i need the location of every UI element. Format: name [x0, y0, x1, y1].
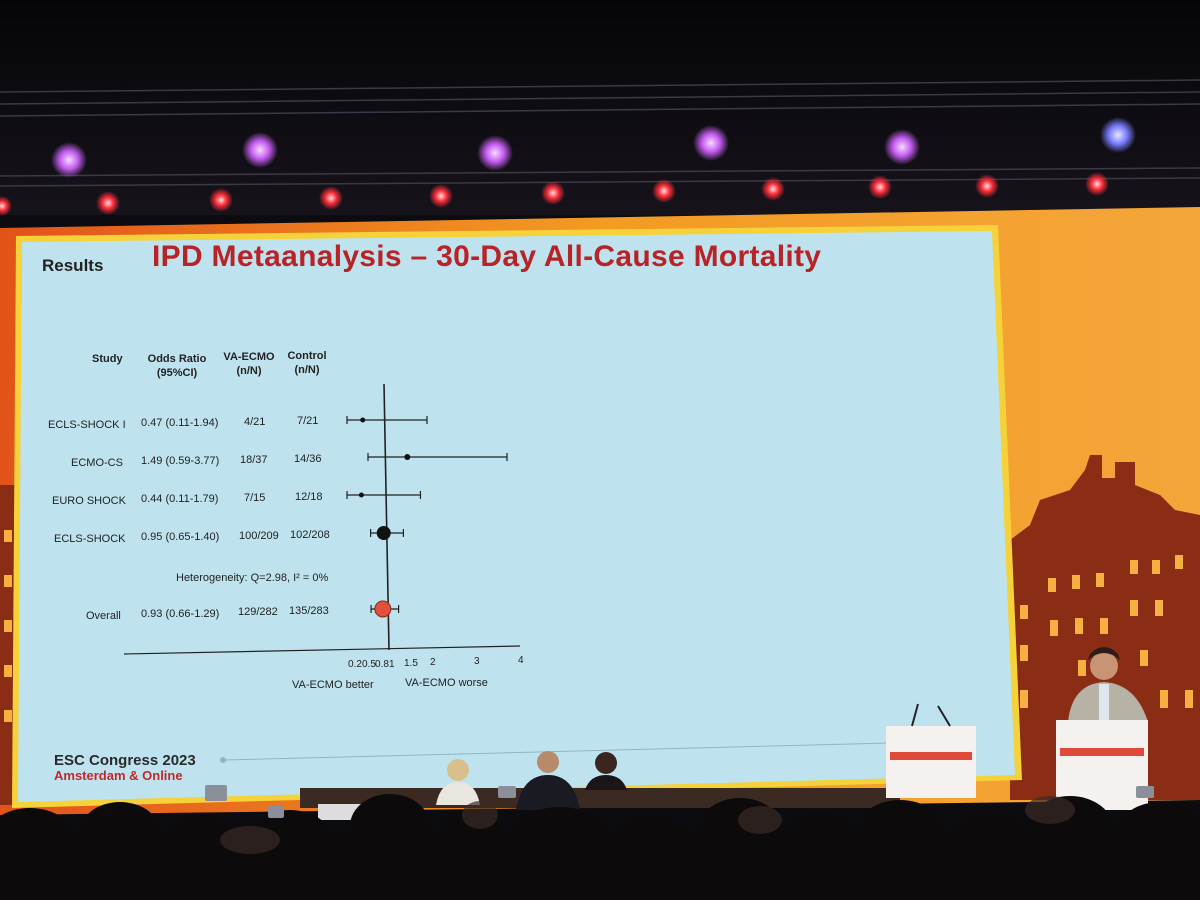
footer-congress-title: ESC Congress 2023	[54, 752, 196, 769]
direction-right-label: VA-ECMO worse	[405, 677, 488, 689]
col-header-va-ecmo-line1: VA-ECMO	[223, 351, 275, 363]
row-or: 0.44 (0.11-1.79)	[141, 493, 219, 505]
x-tick-label: 2	[430, 657, 436, 668]
row-va-ecmo: 100/209	[239, 530, 279, 542]
red-stage-lights	[0, 172, 1109, 216]
col-header-control-line1: Control	[287, 350, 327, 362]
row-va-ecmo: 18/37	[240, 454, 268, 466]
lighting-truss	[0, 79, 1200, 187]
col-header-va-ecmo: VA-ECMO (n/N)	[222, 350, 276, 378]
section-label: Results	[42, 256, 104, 275]
row-study: ECLS-SHOCK	[54, 533, 126, 545]
overall-point	[374, 600, 392, 618]
row-or: 1.49 (0.59-3.77)	[141, 455, 220, 467]
row-va-ecmo: 7/15	[244, 492, 266, 504]
x-tick-label: 0.5	[362, 659, 376, 670]
direction-left-label: VA-ECMO better	[292, 679, 374, 691]
row-study: ECMO-CS	[71, 457, 123, 469]
footer-dot	[220, 757, 226, 763]
col-header-odds-ratio: Odds Ratio (95%CI)	[140, 352, 214, 380]
forest-plot	[123, 383, 521, 655]
footer-rule	[224, 742, 891, 761]
slide-title: IPD Metaanalysis – 30-Day All-Cause Mort…	[152, 240, 822, 273]
x-tick-label: 4	[518, 655, 524, 666]
row-or: 0.47 (0.11-1.94)	[141, 417, 219, 429]
overall-or: 0.93 (0.66-1.29)	[141, 608, 220, 620]
slide-screen	[18, 231, 1015, 802]
col-header-va-ecmo-line2: (n/N)	[236, 365, 262, 377]
col-header-control-line2: (n/N)	[294, 364, 320, 376]
x-tick-label: 1	[389, 659, 395, 670]
x-tick-label: 1.5	[404, 658, 418, 669]
study-point	[404, 454, 411, 460]
row-control: 12/18	[295, 491, 323, 503]
study-point	[360, 417, 366, 423]
row-study: EURO SHOCK	[52, 495, 126, 507]
row-control: 7/21	[297, 415, 319, 427]
audience	[0, 794, 1200, 900]
purple-stage-lights	[51, 117, 1136, 178]
x-axis-line	[123, 645, 521, 655]
overall-va-ecmo: 129/282	[238, 606, 278, 618]
col-header-odds-ratio-line1: Odds Ratio	[147, 353, 207, 365]
panelist-center	[516, 751, 580, 810]
col-header-control: Control (n/N)	[282, 349, 332, 377]
footer-congress-subtitle: Amsterdam & Online	[54, 768, 183, 783]
col-header-study: Study	[92, 353, 123, 365]
speaker	[1068, 647, 1148, 722]
lectern-left	[886, 703, 976, 798]
row-va-ecmo: 4/21	[244, 416, 266, 428]
row-or: 0.95 (0.65-1.40)	[141, 531, 220, 543]
row-study: ECLS-SHOCK I	[48, 419, 126, 431]
study-point	[376, 526, 391, 540]
x-tick-label: 3	[474, 656, 480, 667]
overall-study: Overall	[86, 610, 121, 622]
audience-highlights	[220, 796, 1075, 854]
city-windows	[4, 530, 1193, 722]
row-control: 14/36	[294, 453, 322, 465]
panelist-left	[436, 759, 480, 805]
study-point	[358, 492, 364, 498]
lectern-right	[1056, 720, 1148, 810]
x-tick-label: 0.2	[348, 659, 362, 670]
x-tick-label: 0.8	[375, 659, 389, 670]
phone-screens	[205, 785, 1154, 818]
panelist-right	[585, 752, 627, 790]
col-header-odds-ratio-line2: (95%CI)	[156, 367, 198, 379]
heterogeneity-text: Heterogeneity: Q=2.98, I² = 0%	[176, 572, 329, 584]
overall-control: 135/283	[289, 605, 329, 617]
row-control: 102/208	[290, 529, 330, 541]
